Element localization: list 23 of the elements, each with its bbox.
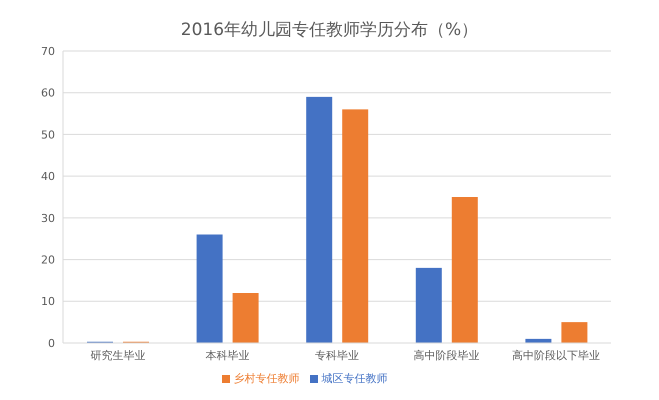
x-tick-label: 高中阶段毕业 xyxy=(414,348,480,362)
bar xyxy=(452,197,478,343)
x-tick-label: 本科毕业 xyxy=(205,348,250,362)
x-tick-label: 高中阶段以下毕业 xyxy=(512,348,600,362)
bar xyxy=(232,292,259,343)
bar xyxy=(342,109,368,343)
y-tick-label: 70 xyxy=(41,44,55,58)
y-tick-label: 60 xyxy=(41,86,55,100)
y-tick-label: 10 xyxy=(41,295,55,308)
y-tick-label: 20 xyxy=(41,253,55,266)
x-tick-label: 专科毕业 xyxy=(315,348,359,362)
bar xyxy=(416,268,442,343)
chart-title: 2016年幼儿园专任教师学历分布（%） xyxy=(180,19,480,41)
y-tick-label: 30 xyxy=(41,212,55,225)
bar xyxy=(561,322,588,343)
y-tick-label: 50 xyxy=(41,128,55,142)
y-tick-label: 40 xyxy=(41,170,55,184)
legend-label: 城区专任教师 xyxy=(322,372,388,385)
legend-label: 乡村专任教师 xyxy=(234,372,300,385)
y-tick-label: 0 xyxy=(48,336,55,350)
bar xyxy=(196,234,223,343)
bar xyxy=(306,96,332,343)
x-tick-label: 研究生毕业 xyxy=(90,348,146,362)
